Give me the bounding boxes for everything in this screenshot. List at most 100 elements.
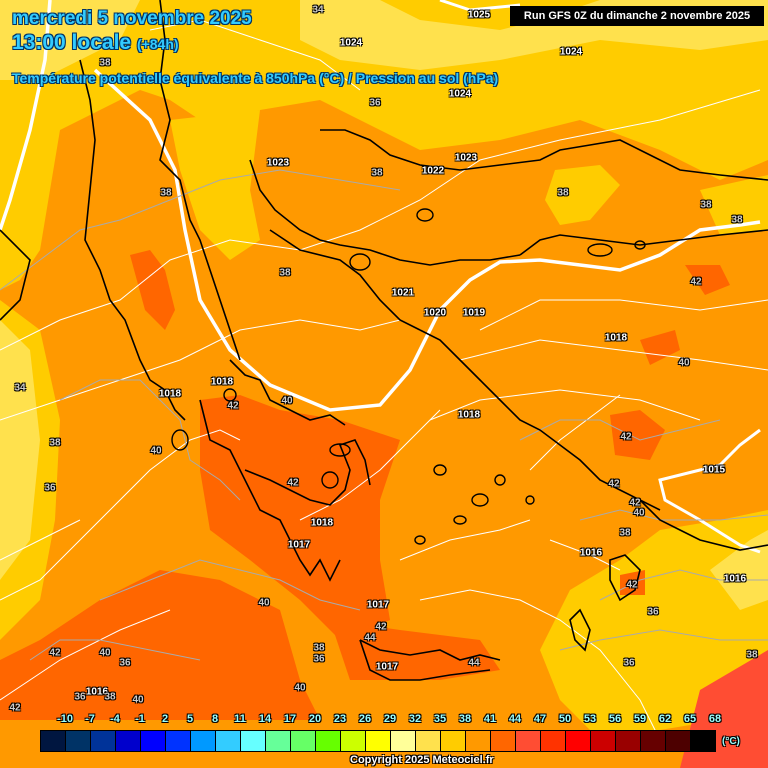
legend-swatch (516, 731, 541, 751)
pressure-label: 1023 (454, 152, 478, 164)
legend-tick-label: 50 (558, 713, 572, 725)
legend-tick-label: 62 (658, 713, 672, 725)
temperature-label: 40 (633, 507, 645, 519)
legend-tick-label: 47 (533, 713, 547, 725)
legend-tick-label: 35 (433, 713, 447, 725)
legend-swatch (191, 731, 216, 751)
legend-tick-label: 23 (333, 713, 347, 725)
legend-swatch (91, 731, 116, 751)
temp-zone-38-west (545, 165, 620, 225)
legend-tick-label: 20 (308, 713, 322, 725)
isobar-west-thick (0, 0, 52, 231)
legend-tick-label: 65 (683, 713, 697, 725)
legend-unit: (°C) (722, 736, 740, 747)
legend-swatch (691, 731, 715, 751)
pressure-label: 1017 (375, 661, 399, 673)
pressure-label: 1022 (421, 165, 445, 177)
legend-tick-label: 41 (483, 713, 497, 725)
temperature-label: 40 (258, 597, 270, 609)
islands (171, 208, 646, 545)
temperature-label: 36 (119, 657, 131, 669)
isobar-1025-thick (439, 0, 521, 12)
forecast-date: mercredi 5 novembre 2025 (12, 8, 252, 29)
temperature-label: 38 (313, 642, 325, 654)
pressure-label: 1018 (310, 517, 334, 529)
legend-swatch (66, 731, 91, 751)
temperature-label: 38 (371, 167, 383, 179)
temperature-label: 42 (629, 497, 641, 509)
legend-tick-label: 59 (633, 713, 647, 725)
isobar-1015-thick (658, 428, 761, 554)
pressure-label: 1023 (266, 157, 290, 169)
temperature-label: 38 (279, 267, 291, 279)
isobar-1020-thick (93, 68, 761, 412)
legend-tick-label: 8 (211, 713, 219, 725)
pressure-label: 1018 (604, 332, 628, 344)
temperature-label: 42 (287, 477, 299, 489)
legend-tick-label: -7 (85, 713, 95, 725)
legend-swatch (116, 731, 141, 751)
legend-swatch (466, 731, 491, 751)
temperature-label: 40 (678, 357, 690, 369)
legend-swatch (341, 731, 366, 751)
legend-swatch (291, 731, 316, 751)
legend-swatch (41, 731, 66, 751)
temperature-label: 38 (700, 199, 712, 211)
temperature-label: 42 (49, 647, 61, 659)
temperature-label: 44 (364, 632, 376, 644)
temperature-label: 40 (99, 647, 111, 659)
temp-zone-41-44-crete (330, 620, 500, 680)
forecast-time: 13:00 locale (+84h) (12, 31, 179, 55)
legend-tick-label: 2 (161, 713, 169, 725)
legend-swatch (616, 731, 641, 751)
temp-zone-36-38-north (0, 0, 768, 290)
pressure-label: 1020 (423, 307, 447, 319)
temperature-label: 42 (626, 579, 638, 591)
pressure-label: 1024 (559, 46, 583, 58)
temperature-label: 38 (746, 649, 758, 661)
legend-tick-label: 56 (608, 713, 622, 725)
legend-swatch (141, 731, 166, 751)
temperature-label: 38 (104, 691, 116, 703)
pressure-label: 1016 (723, 573, 747, 585)
legend-tick-label: -1 (135, 713, 145, 725)
legend-tick-label: 5 (186, 713, 194, 725)
legend-tick-label: 26 (358, 713, 372, 725)
temperature-label: 38 (731, 214, 743, 226)
temperature-label: 36 (74, 691, 86, 703)
legend-swatch (541, 731, 566, 751)
legend-swatch (641, 731, 666, 751)
legend-swatch (391, 731, 416, 751)
pressure-label: 1016 (579, 547, 603, 559)
legend-swatch (566, 731, 591, 751)
temperature-label: 34 (312, 4, 324, 16)
temp-zone-36-38-north2 (170, 110, 260, 260)
temp-zone-36-38-southeast (540, 510, 768, 740)
temperature-label: 42 (620, 431, 632, 443)
pressure-label: 1021 (391, 287, 415, 299)
temp-zone-41-44-greece (200, 395, 400, 640)
temperature-label: 38 (557, 187, 569, 199)
legend-tick-label: 44 (508, 713, 522, 725)
legend-tick-label: 32 (408, 713, 422, 725)
pressure-label: 1017 (366, 599, 390, 611)
temperature-label: 42 (608, 478, 620, 490)
temp-zone-34-36-west (0, 320, 40, 580)
pressure-label: 1017 (287, 539, 311, 551)
legend-swatch (666, 731, 691, 751)
run-info-box: Run GFS 0Z du dimanche 2 novembre 2025 (510, 6, 764, 26)
isobars-thin (0, 19, 768, 741)
temperature-label: 36 (44, 482, 56, 494)
pressure-label: 1025 (467, 9, 491, 21)
temperature-label: 42 (690, 276, 702, 288)
legend-ticks: -10 -7 -4 -1 2 5 8 11 14 17 20 23 26 29 32 35 38 41 44 47 50… (40, 713, 740, 727)
temperature-label: 40 (294, 682, 306, 694)
legend-swatch (441, 731, 466, 751)
temperature-label: 40 (132, 694, 144, 706)
pressure-label: 1024 (339, 37, 363, 49)
legend-tick-label: 14 (258, 713, 272, 725)
temperature-label: 38 (160, 187, 172, 199)
temperature-label: 36 (647, 606, 659, 618)
legend-swatch (366, 731, 391, 751)
